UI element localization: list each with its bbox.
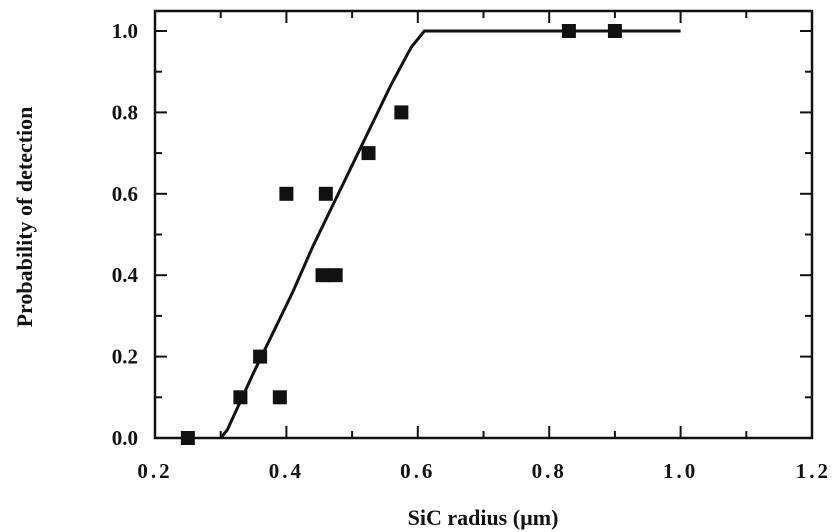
x-tick-label: 0.2 xyxy=(137,459,172,483)
y-tick-label: 0.8 xyxy=(112,100,138,124)
y-tick-label: 1.0 xyxy=(112,19,138,43)
fitted-curve xyxy=(219,29,681,439)
y-tick-label: 0.0 xyxy=(112,426,138,450)
x-tick-label: 1.2 xyxy=(796,459,831,483)
y-tick-label: 0.4 xyxy=(112,263,139,287)
x-axis-ticks: 0.2 0.4 0.6 0.8 1.0 1.2 xyxy=(137,11,831,483)
x-axis-title: SiC radius (µm) xyxy=(408,505,559,530)
data-point xyxy=(318,186,333,201)
data-point xyxy=(272,390,287,405)
data-point xyxy=(328,268,343,283)
plot-frame xyxy=(153,9,814,440)
plot-area xyxy=(180,24,681,445)
x-tick-label: 1.0 xyxy=(663,459,698,483)
data-point xyxy=(253,349,268,364)
data-point xyxy=(361,146,376,161)
data-point xyxy=(315,268,330,283)
x-tick-label: 0.4 xyxy=(269,459,304,483)
x-tick-label: 0.6 xyxy=(400,459,435,483)
x-tick-label: 0.8 xyxy=(532,459,567,483)
data-point xyxy=(233,390,248,405)
y-tick-label: 0.2 xyxy=(112,345,138,369)
data-point xyxy=(279,186,294,201)
y-axis-title: Probability of detection xyxy=(12,107,37,328)
y-axis-ticks: 0.0 0.2 0.4 0.6 0.8 1.0 xyxy=(112,19,812,450)
data-point xyxy=(607,24,622,38)
y-tick-label: 0.6 xyxy=(112,182,138,206)
data-point xyxy=(561,24,576,38)
data-point xyxy=(394,105,409,120)
